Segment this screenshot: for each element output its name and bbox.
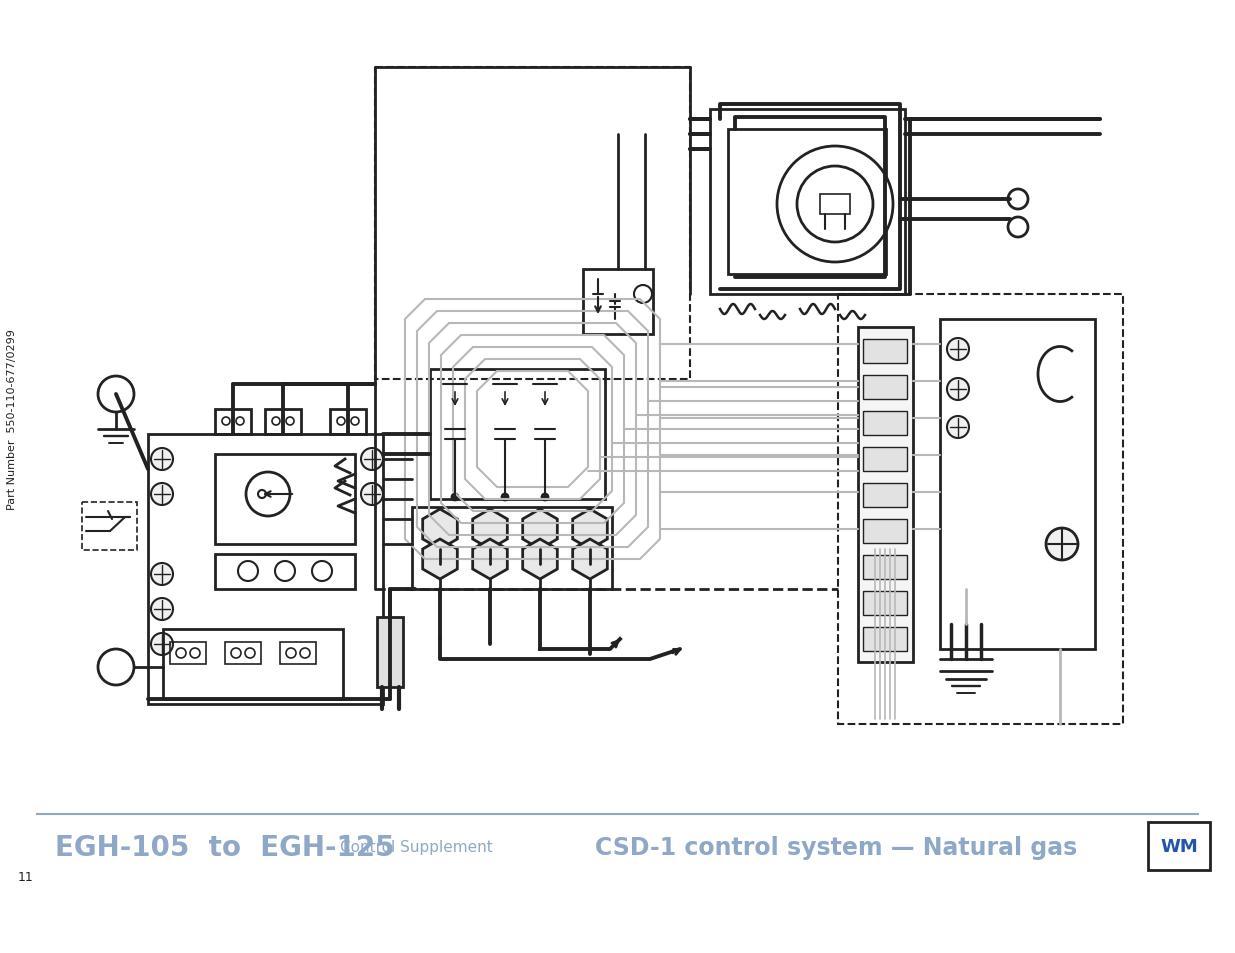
Bar	[215, 410, 251, 435]
Bar	[1149, 822, 1210, 870]
Bar	[375, 68, 690, 379]
Bar	[863, 448, 906, 472]
Bar	[583, 270, 653, 335]
Text: EGH-105  to  EGH-125: EGH-105 to EGH-125	[56, 833, 395, 862]
Bar	[863, 375, 906, 399]
Circle shape	[351, 417, 359, 426]
Circle shape	[231, 648, 241, 659]
Polygon shape	[522, 510, 557, 550]
Circle shape	[501, 495, 508, 500]
Circle shape	[361, 449, 383, 471]
Bar	[225, 642, 261, 664]
Circle shape	[287, 648, 296, 659]
Circle shape	[222, 417, 230, 426]
Circle shape	[452, 495, 458, 500]
Circle shape	[777, 147, 893, 263]
Bar	[863, 483, 906, 507]
Circle shape	[1046, 529, 1078, 560]
Polygon shape	[573, 539, 608, 579]
Bar	[163, 629, 343, 700]
Circle shape	[337, 417, 345, 426]
Bar	[280, 642, 316, 664]
Bar	[858, 328, 913, 662]
Circle shape	[245, 648, 254, 659]
Circle shape	[190, 648, 200, 659]
Circle shape	[151, 449, 173, 471]
Text: Control Supplement: Control Supplement	[340, 840, 493, 855]
Circle shape	[246, 473, 290, 517]
Text: WM: WM	[1160, 837, 1198, 855]
Polygon shape	[473, 539, 508, 579]
Bar	[863, 412, 906, 436]
Circle shape	[287, 417, 294, 426]
Circle shape	[151, 634, 173, 656]
Bar	[330, 410, 366, 435]
Circle shape	[275, 561, 295, 581]
Circle shape	[272, 417, 280, 426]
Circle shape	[300, 648, 310, 659]
Bar	[940, 319, 1095, 649]
Bar	[863, 627, 906, 651]
Bar	[266, 410, 301, 435]
Bar	[412, 507, 613, 589]
Circle shape	[151, 563, 173, 585]
Bar	[82, 502, 137, 551]
Polygon shape	[573, 510, 608, 550]
Bar	[377, 618, 403, 687]
Bar	[863, 339, 906, 364]
Text: Part Number  550-110-677/0299: Part Number 550-110-677/0299	[7, 329, 17, 510]
Bar	[863, 592, 906, 616]
Bar	[215, 555, 354, 589]
Polygon shape	[422, 510, 457, 550]
Circle shape	[947, 338, 969, 360]
Circle shape	[361, 483, 383, 505]
Circle shape	[151, 598, 173, 620]
Bar	[710, 110, 905, 294]
Polygon shape	[522, 539, 557, 579]
Bar	[863, 519, 906, 543]
Text: CSD-1 control system — Natural gas: CSD-1 control system — Natural gas	[595, 835, 1077, 859]
Bar	[148, 435, 383, 704]
Bar	[215, 455, 354, 544]
Circle shape	[151, 483, 173, 505]
Bar	[170, 642, 206, 664]
Circle shape	[238, 561, 258, 581]
Polygon shape	[422, 539, 457, 579]
Circle shape	[542, 495, 548, 500]
Circle shape	[312, 561, 332, 581]
Bar	[430, 370, 605, 499]
Text: 11: 11	[19, 871, 33, 883]
Circle shape	[797, 167, 873, 243]
Bar	[839, 294, 1123, 724]
Polygon shape	[473, 510, 508, 550]
Bar	[727, 130, 885, 274]
Bar	[863, 556, 906, 579]
Circle shape	[947, 378, 969, 400]
Circle shape	[177, 648, 186, 659]
Bar	[820, 194, 850, 214]
Circle shape	[236, 417, 245, 426]
Circle shape	[947, 416, 969, 438]
